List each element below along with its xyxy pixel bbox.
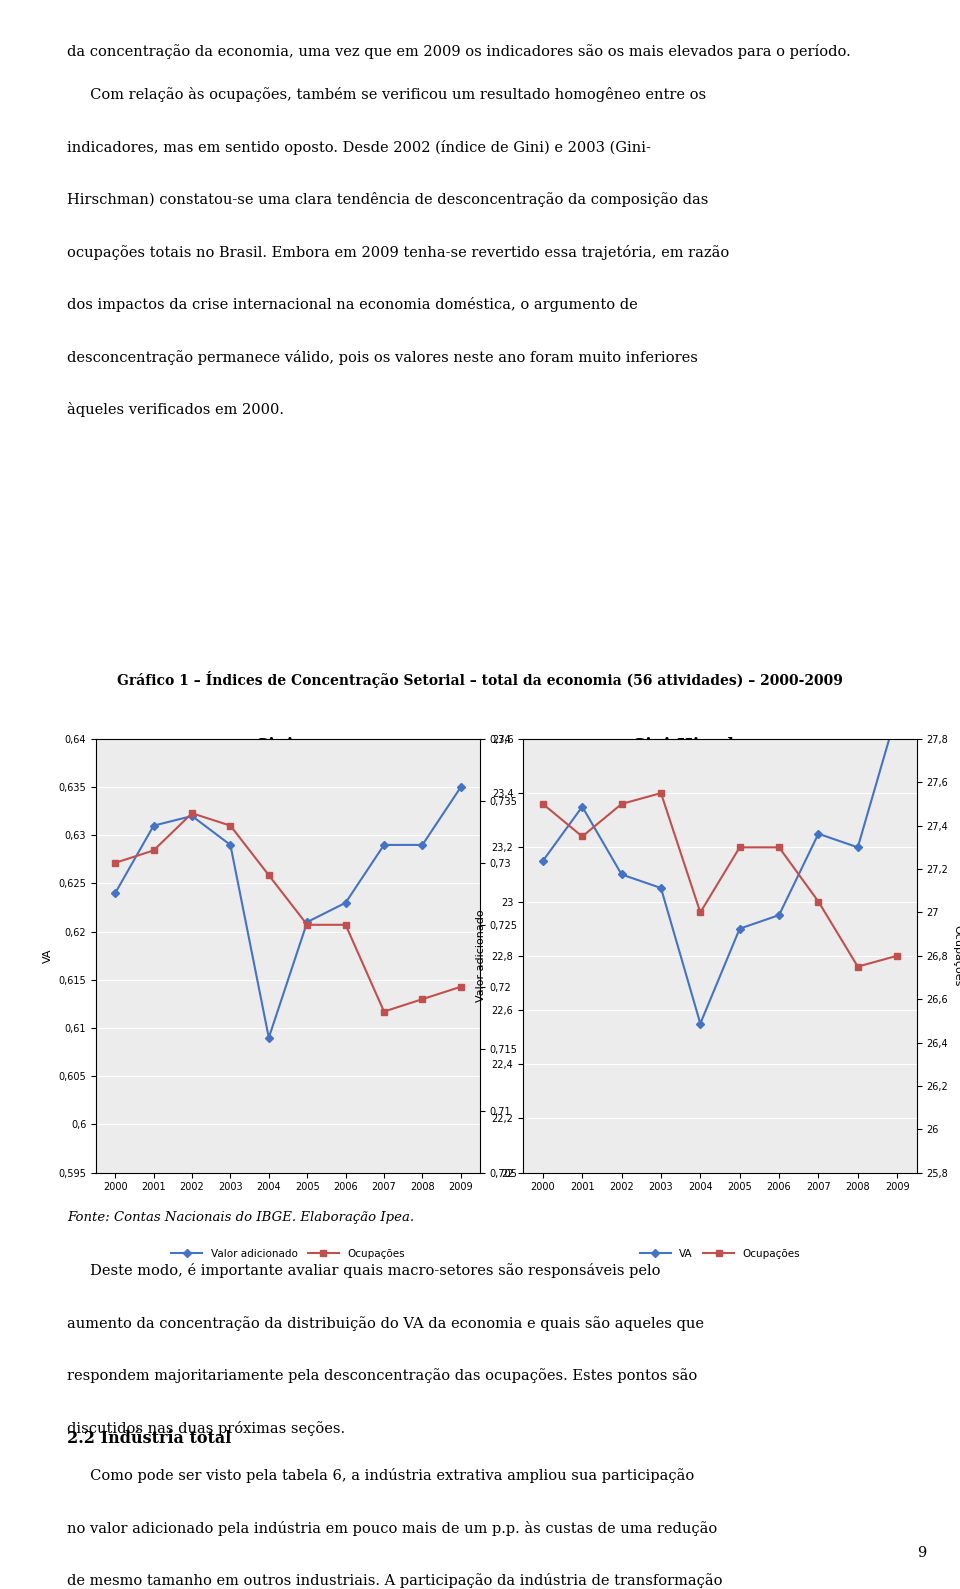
Ocupações — [340, 915, 351, 934]
Text: Gráfico 1 – Índices de Concentração Setorial – total da economia (56 atividades): Gráfico 1 – Índices de Concentração Seto… — [117, 671, 843, 688]
Line: Ocupações: Ocupações — [540, 790, 900, 969]
VA — [852, 837, 863, 856]
Text: no valor adicionado pela indústria em pouco mais de um p.p. às custas de uma red: no valor adicionado pela indústria em po… — [67, 1521, 717, 1535]
Ocupações — [186, 804, 198, 823]
Valor adicionado — [301, 912, 313, 931]
Text: àqueles verificados em 2000.: àqueles verificados em 2000. — [67, 402, 284, 416]
Ocupações — [655, 783, 666, 802]
Ocupações — [148, 841, 159, 860]
Text: discutidos nas duas próximas seções.: discutidos nas duas próximas seções. — [67, 1421, 346, 1435]
Ocupações — [109, 853, 121, 872]
Text: Gini: Gini — [254, 737, 293, 755]
Text: desconcentração permanece válido, pois os valores neste ano foram muito inferior: desconcentração permanece válido, pois o… — [67, 350, 698, 364]
Valor adicionado — [417, 836, 428, 855]
Ocupações — [891, 945, 902, 965]
Ocupações — [733, 837, 745, 856]
Y-axis label: Ocupações: Ocupações — [521, 925, 532, 987]
Ocupações — [417, 990, 428, 1009]
Ocupações — [694, 903, 706, 922]
Line: Valor adicionado: Valor adicionado — [112, 783, 464, 1041]
Ocupações — [537, 794, 548, 814]
Ocupações — [576, 826, 588, 845]
Y-axis label: VA: VA — [43, 949, 53, 963]
Valor adicionado — [186, 807, 198, 826]
Text: dos impactos da crise internacional na economia doméstica, o argumento de: dos impactos da crise internacional na e… — [67, 297, 638, 311]
Ocupações — [263, 866, 275, 885]
Valor adicionado — [148, 817, 159, 836]
Text: ocupações totais no Brasil. Embora em 2009 tenha-se revertido essa trajetória, e: ocupações totais no Brasil. Embora em 20… — [67, 245, 730, 259]
Y-axis label: Ocupações: Ocupações — [952, 925, 960, 987]
Ocupações — [615, 794, 627, 814]
Text: Com relação às ocupações, também se verificou um resultado homogêneo entre os: Com relação às ocupações, também se veri… — [67, 87, 707, 102]
Valor adicionado — [225, 836, 236, 855]
Text: Fonte: Contas Nacionais do IBGE. Elaboração Ipea.: Fonte: Contas Nacionais do IBGE. Elabora… — [67, 1211, 415, 1224]
Text: 9: 9 — [917, 1546, 926, 1560]
Text: aumento da concentração da distribuição do VA da economia e quais são aqueles qu: aumento da concentração da distribuição … — [67, 1316, 705, 1330]
VA — [891, 702, 902, 721]
VA — [615, 864, 627, 883]
VA — [773, 906, 784, 925]
Legend: Valor adicionado, Ocupações: Valor adicionado, Ocupações — [167, 1244, 409, 1263]
Legend: VA, Ocupações: VA, Ocupações — [636, 1244, 804, 1263]
Ocupações — [455, 977, 467, 996]
VA — [733, 918, 745, 938]
Text: Gini-Hirschman: Gini-Hirschman — [631, 737, 780, 755]
Text: Como pode ser visto pela tabela 6, a indústria extrativa ampliou sua participaçã: Como pode ser visto pela tabela 6, a ind… — [67, 1468, 694, 1483]
Line: VA: VA — [540, 709, 900, 1026]
Ocupações — [852, 957, 863, 976]
VA — [812, 825, 824, 844]
Y-axis label: Valor adicionado: Valor adicionado — [476, 909, 486, 1003]
Text: Deste modo, é importante avaliar quais macro-setores são responsáveis pelo: Deste modo, é importante avaliar quais m… — [67, 1263, 660, 1278]
Text: indicadores, mas em sentido oposto. Desde 2002 (índice de Gini) e 2003 (Gini-: indicadores, mas em sentido oposto. Desd… — [67, 140, 651, 154]
Text: de mesmo tamanho em outros industriais. A participação da indústria de transform: de mesmo tamanho em outros industriais. … — [67, 1573, 723, 1587]
Text: Hirschman) constatou-se uma clara tendência de desconcentração da composição das: Hirschman) constatou-se uma clara tendên… — [67, 192, 708, 207]
Valor adicionado — [263, 1028, 275, 1047]
VA — [537, 852, 548, 871]
Ocupações — [812, 891, 824, 910]
Ocupações — [378, 1003, 390, 1022]
Valor adicionado — [378, 836, 390, 855]
VA — [694, 1014, 706, 1033]
Text: 2.2 Indústria total: 2.2 Indústria total — [67, 1430, 231, 1448]
Text: respondem majoritariamente pela desconcentração das ocupações. Estes pontos são: respondem majoritariamente pela desconce… — [67, 1368, 698, 1382]
Ocupações — [301, 915, 313, 934]
Text: da concentração da economia, uma vez que em 2009 os indicadores são os mais elev: da concentração da economia, uma vez que… — [67, 44, 851, 59]
VA — [576, 798, 588, 817]
Valor adicionado — [109, 883, 121, 903]
Ocupações — [225, 817, 236, 836]
Valor adicionado — [340, 893, 351, 912]
VA — [655, 879, 666, 898]
Valor adicionado — [455, 777, 467, 796]
Line: Ocupações: Ocupações — [112, 810, 464, 1015]
Ocupações — [773, 837, 784, 856]
